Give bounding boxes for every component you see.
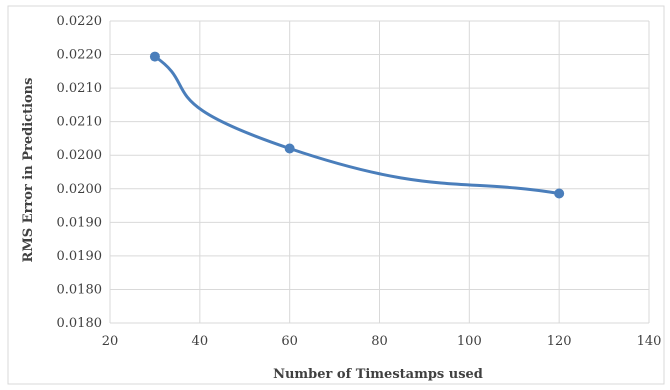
x-tick-label: 40 <box>192 334 209 349</box>
y-tick-label: 0.0220 <box>57 14 103 29</box>
data-point <box>554 188 565 199</box>
data-point <box>284 143 295 154</box>
data-point <box>149 51 160 62</box>
series-line <box>153 55 561 195</box>
y-tick-label: 0.0180 <box>57 282 103 297</box>
x-tick-label: 80 <box>371 334 388 349</box>
x-tick-label: 140 <box>637 334 662 349</box>
y-tick-label: 0.0210 <box>57 81 103 96</box>
y-tick-label: 0.0190 <box>57 215 103 230</box>
y-tick-label: 0.0180 <box>57 316 103 331</box>
x-axis-title: Number of Timestamps used <box>273 367 483 382</box>
y-tick-label: 0.0210 <box>57 115 103 130</box>
y-tick-label: 0.0200 <box>57 148 103 163</box>
chart-frame <box>7 5 665 385</box>
x-tick-label: 100 <box>457 334 482 349</box>
y-tick-label: 0.0200 <box>57 182 103 197</box>
x-tick-label: 60 <box>281 334 298 349</box>
y-tick-label: 0.0190 <box>57 249 103 264</box>
y-axis-title: RMS Error in Predictions <box>21 78 36 263</box>
x-tick-label: 20 <box>102 334 119 349</box>
x-tick-label: 120 <box>547 334 572 349</box>
y-tick-label: 0.0220 <box>57 48 103 63</box>
